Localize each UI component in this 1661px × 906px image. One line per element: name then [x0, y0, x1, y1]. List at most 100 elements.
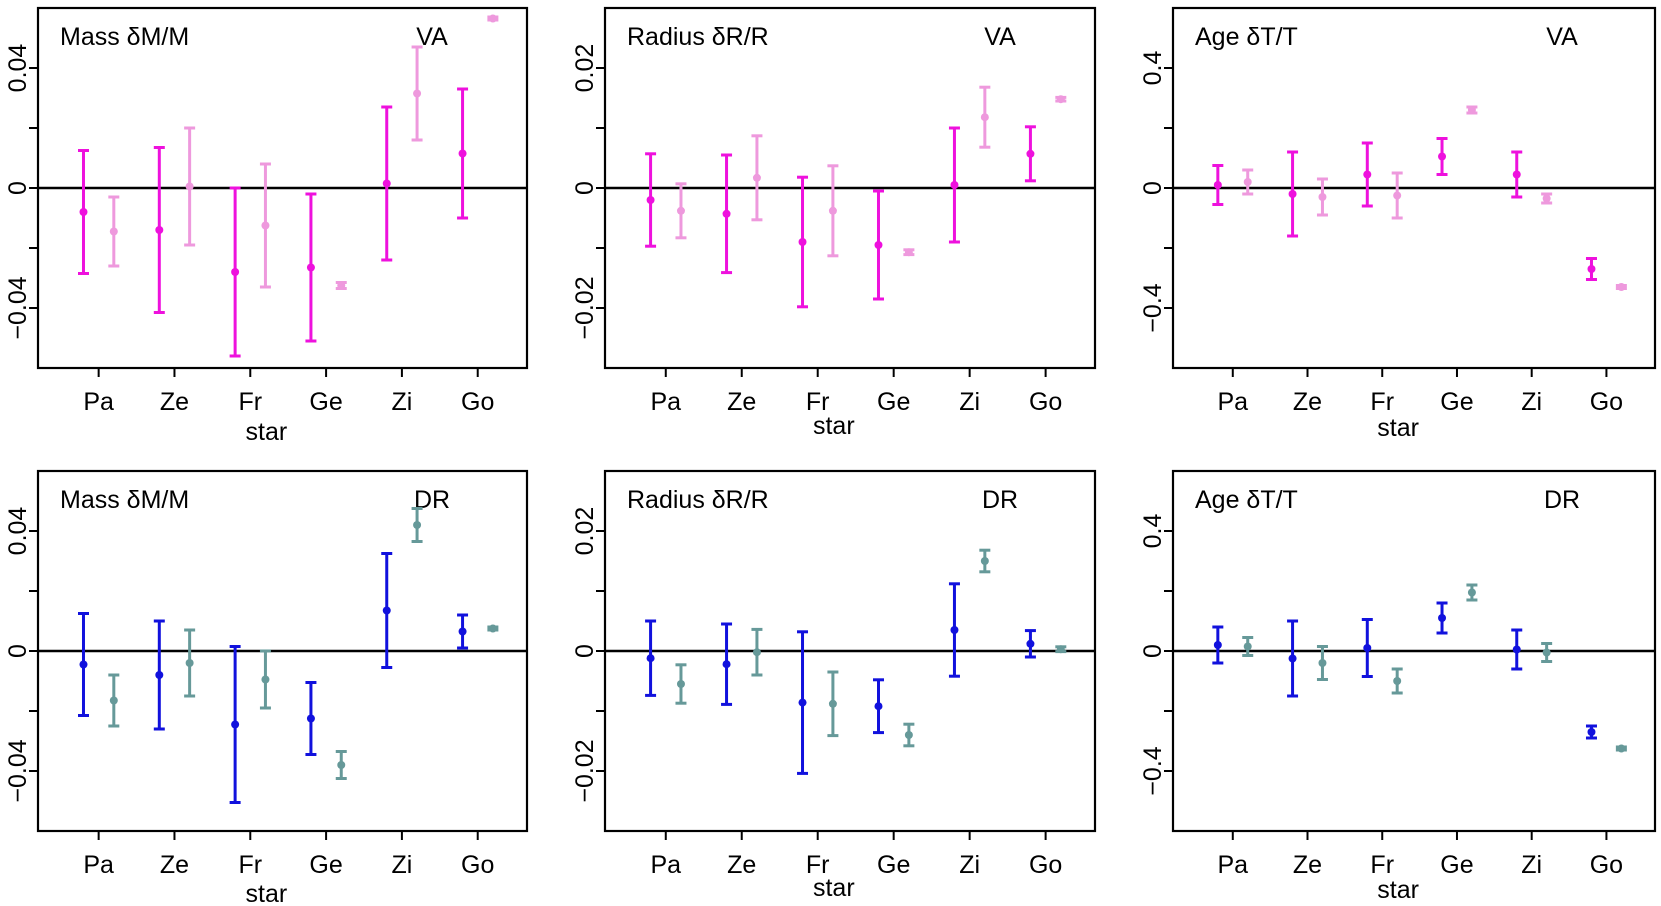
data-point — [1393, 191, 1402, 200]
y-tick-label: −0.04 — [4, 276, 32, 339]
errorbar-ze-a — [1287, 619, 1299, 698]
data-marks — [645, 548, 1067, 775]
data-point — [1026, 639, 1035, 648]
errorbar-zi-a — [948, 126, 960, 244]
panel-title: Mass δM/M — [60, 486, 189, 514]
x-tick-label: Fr — [1370, 851, 1394, 879]
y-tick-label: −0.02 — [571, 739, 599, 802]
errorbar-zi-a — [1511, 628, 1523, 671]
x-axis-label: star — [813, 874, 855, 902]
panel-title: Mass δM/M — [60, 23, 189, 51]
errorbar-zi-a — [381, 552, 393, 669]
errorbar-ge-a — [1436, 601, 1448, 635]
data-point — [646, 654, 655, 663]
data-point — [413, 89, 422, 98]
errorbar-fr-b — [259, 649, 271, 710]
panel-5-dr: −0.02 0 0.02 Pa Ze Fr Ge Zi Go star Radius δR/R DR — [571, 469, 1097, 902]
errorbar-go-b — [1055, 645, 1067, 654]
data-point — [79, 208, 88, 216]
data-point — [676, 206, 685, 215]
data-point — [185, 659, 194, 667]
panel-tag: DR — [982, 486, 1018, 514]
data-point — [458, 149, 467, 158]
errorbar-ge-b — [1466, 105, 1478, 115]
x-tick-label: Fr — [806, 388, 830, 416]
panel-tag: DR — [1544, 486, 1580, 514]
data-point — [1393, 677, 1402, 685]
errorbar-ze-a — [153, 619, 165, 731]
data-point — [722, 209, 731, 218]
data-point — [904, 248, 913, 257]
data-point — [382, 179, 391, 188]
x-tick-label: Go — [1590, 388, 1623, 416]
x-tick-label: Ze — [727, 388, 756, 416]
data-marks — [1212, 105, 1627, 291]
data-point — [828, 206, 837, 215]
data-point — [798, 238, 807, 246]
y-tick-label: 0.4 — [1139, 51, 1167, 86]
errorbar-fr-a — [229, 186, 241, 358]
data-point — [676, 680, 685, 688]
errorbar-pa-a — [645, 152, 657, 248]
errorbar-fr-b — [1391, 667, 1403, 695]
x-tick-label: Go — [461, 388, 494, 416]
data-point — [1512, 170, 1521, 179]
x-tick-label: Pa — [83, 388, 114, 416]
panel-title: Age δT/T — [1195, 23, 1298, 51]
y-tick-label: 0 — [4, 644, 32, 658]
data-point — [1512, 645, 1521, 654]
panel-title: Age δT/T — [1195, 486, 1298, 514]
data-point — [155, 671, 164, 679]
panel-2-va: −0.02 0 0.02 Pa Ze Fr Ge Zi Go star Radius δR/R VA — [571, 6, 1097, 440]
x-tick-label: Zi — [391, 388, 412, 416]
errorbar-fr-a — [797, 630, 809, 775]
data-point — [1243, 178, 1252, 186]
errorbar-pa-b — [108, 195, 120, 268]
data-point — [413, 521, 422, 529]
data-marks — [1212, 583, 1627, 753]
data-point — [980, 557, 989, 565]
errorbar-zi-b — [1541, 642, 1553, 663]
x-tick-label: Go — [461, 851, 494, 879]
errorbar-go-a — [1585, 257, 1597, 281]
panel-title: Radius δR/R — [627, 23, 769, 51]
data-point — [874, 702, 883, 711]
errorbar-pa-a — [77, 149, 89, 275]
errorbar-pa-b — [1242, 636, 1254, 657]
y-tick-label: 0 — [1139, 181, 1167, 195]
x-tick-label: Pa — [1217, 851, 1248, 879]
errorbar-ze-b — [1316, 177, 1328, 217]
errorbar-ze-b — [184, 628, 196, 698]
data-point — [828, 699, 837, 708]
data-point — [722, 660, 731, 669]
data-point — [488, 14, 497, 23]
data-point — [1363, 170, 1372, 179]
errorbar-ze-b — [751, 627, 763, 677]
errorbar-ge-b — [335, 750, 347, 780]
x-tick-label: Ze — [160, 388, 189, 416]
data-point — [231, 720, 240, 729]
x-tick-label: Go — [1029, 851, 1062, 879]
errorbar-zi-a — [948, 582, 960, 678]
errorbar-pa-a — [1212, 625, 1224, 665]
errorbar-go-a — [1585, 724, 1597, 740]
y-tick-label: 0 — [571, 644, 599, 658]
errorbar-fr-a — [1361, 141, 1373, 208]
data-point — [382, 606, 391, 615]
x-tick-label: Ge — [1440, 388, 1473, 416]
errorbar-pa-a — [645, 619, 657, 697]
data-point — [950, 181, 959, 189]
errorbar-zi-b — [1541, 192, 1553, 205]
data-point — [1288, 654, 1297, 663]
x-axis-label: star — [246, 880, 288, 906]
data-marks — [645, 85, 1067, 309]
data-point — [1288, 190, 1297, 198]
x-tick-label: Ge — [877, 851, 910, 879]
y-tick-label: 0 — [1139, 644, 1167, 658]
x-tick-label: Fr — [238, 851, 262, 879]
data-point — [1587, 728, 1596, 736]
errorbar-go-b — [1055, 95, 1067, 104]
x-tick-label: Zi — [391, 851, 412, 879]
errorbar-go-a — [457, 613, 469, 650]
